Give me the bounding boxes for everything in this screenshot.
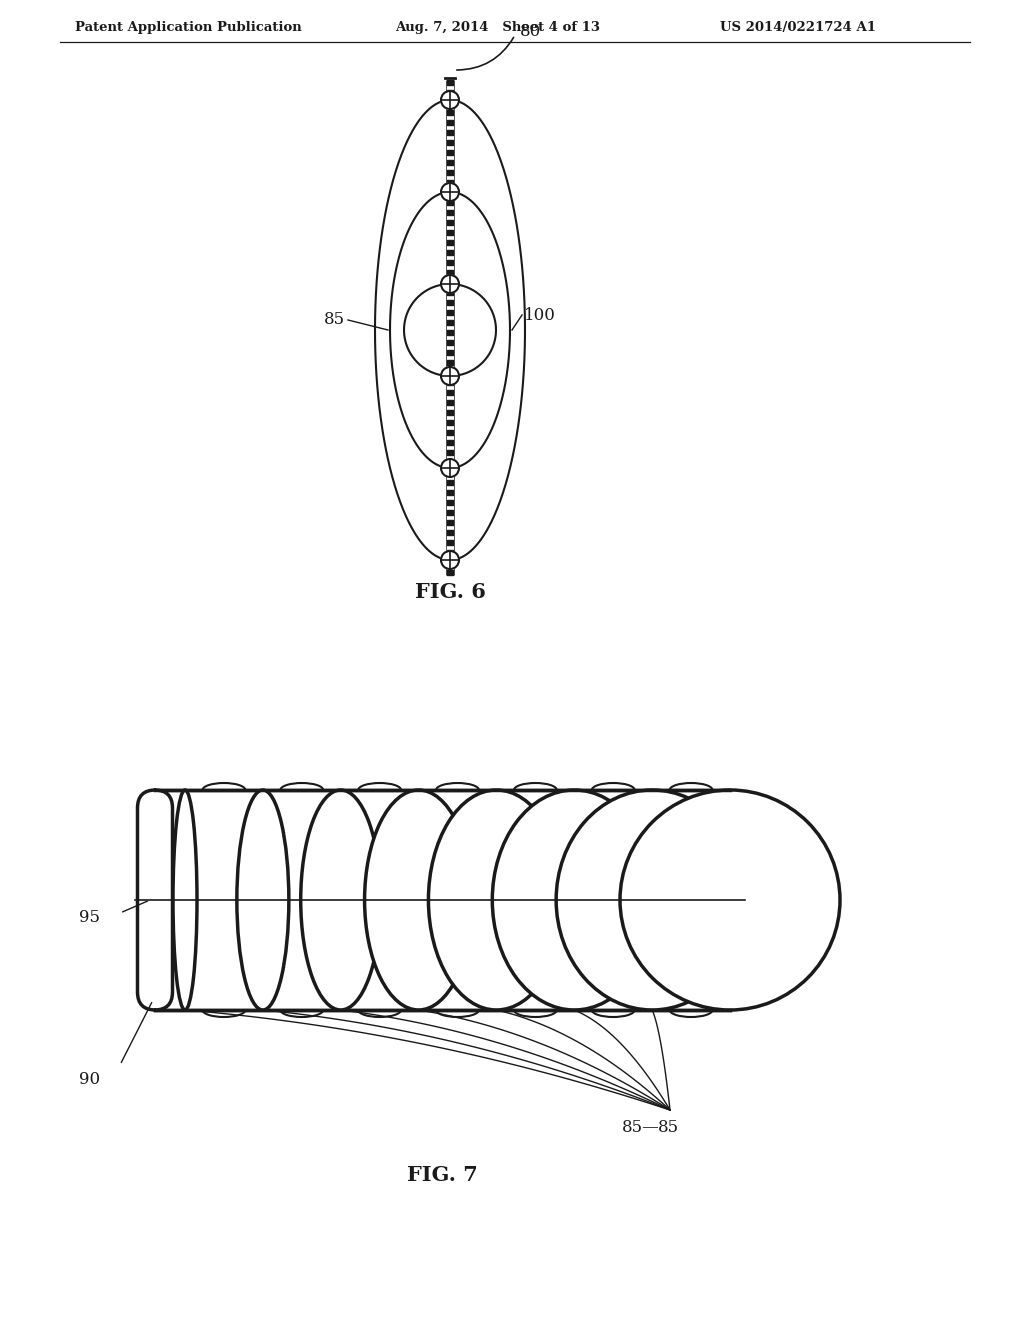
Text: 85—: 85—: [623, 1119, 660, 1137]
Ellipse shape: [556, 789, 749, 1010]
Text: Patent Application Publication: Patent Application Publication: [75, 21, 302, 33]
Text: 90: 90: [79, 1072, 100, 1089]
Text: US 2014/0221724 A1: US 2014/0221724 A1: [720, 21, 876, 33]
Ellipse shape: [428, 789, 564, 1010]
Ellipse shape: [173, 789, 197, 1010]
Text: 85: 85: [324, 312, 345, 329]
Circle shape: [441, 183, 459, 201]
Text: 100: 100: [524, 306, 556, 323]
Circle shape: [441, 275, 459, 293]
Bar: [447, 81, 453, 576]
Circle shape: [441, 367, 459, 385]
Text: 95: 95: [79, 909, 100, 927]
Text: FIG. 6: FIG. 6: [415, 582, 485, 602]
Ellipse shape: [493, 789, 656, 1010]
Text: 80: 80: [520, 24, 542, 41]
Ellipse shape: [237, 789, 289, 1010]
Ellipse shape: [365, 789, 472, 1010]
Text: FIG. 7: FIG. 7: [408, 1166, 478, 1185]
Text: 85: 85: [657, 1119, 679, 1137]
Circle shape: [441, 550, 459, 569]
FancyBboxPatch shape: [137, 789, 172, 1010]
Ellipse shape: [301, 789, 381, 1010]
Ellipse shape: [620, 789, 840, 1010]
Circle shape: [441, 459, 459, 477]
Text: Aug. 7, 2014   Sheet 4 of 13: Aug. 7, 2014 Sheet 4 of 13: [395, 21, 600, 33]
Circle shape: [441, 91, 459, 110]
